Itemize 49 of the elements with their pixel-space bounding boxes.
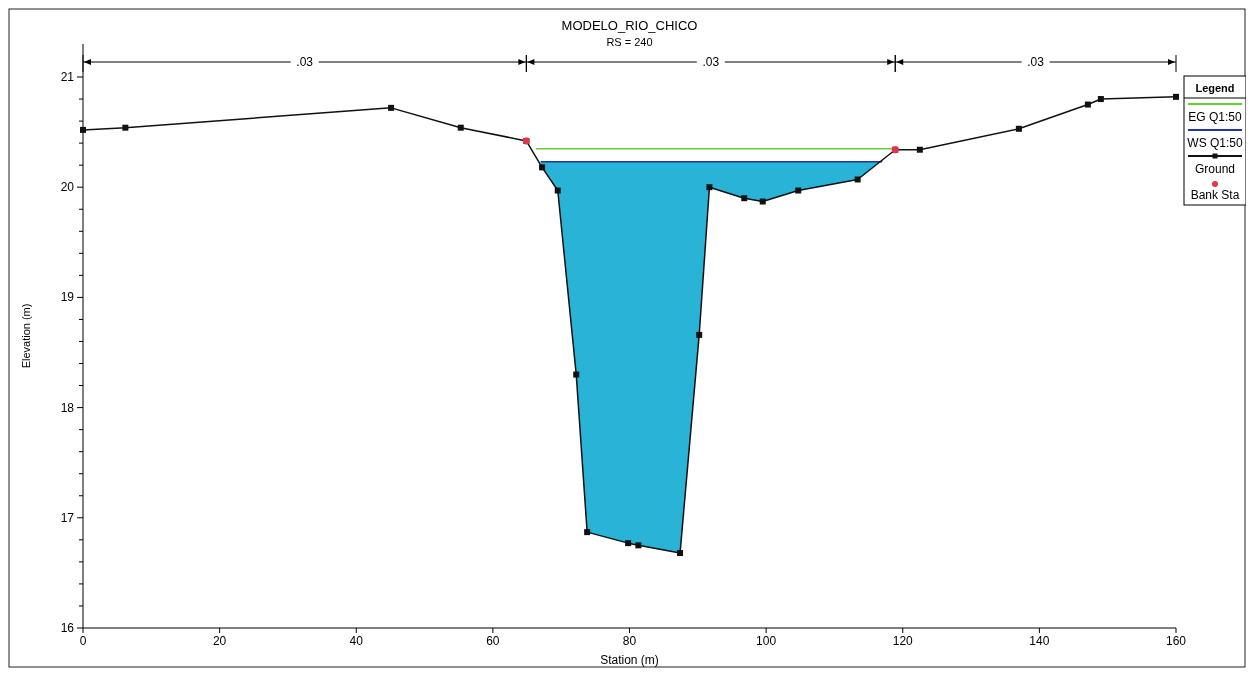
point <box>1173 93 1179 100</box>
legend-label: Ground <box>1194 162 1236 176</box>
chart-subtitle: RS = 240 <box>606 36 653 48</box>
point <box>795 187 802 194</box>
point <box>677 550 684 557</box>
point <box>388 104 395 111</box>
x-tick-label: 120 <box>892 634 914 648</box>
point <box>1084 101 1091 108</box>
x-tick-label: 160 <box>1165 634 1187 648</box>
point <box>635 542 642 549</box>
y-tick-label: 18 <box>60 400 75 415</box>
x-tick-label: 20 <box>212 634 227 648</box>
x-axis-title: Station (m) <box>600 653 659 667</box>
x-tick-label: 100 <box>756 634 777 648</box>
x-tick-label: 60 <box>486 634 500 648</box>
annotation: .03 <box>1027 55 1045 69</box>
point <box>1097 96 1104 103</box>
point <box>539 164 546 171</box>
point <box>741 195 748 202</box>
point <box>457 124 464 131</box>
annotation: .03 <box>702 55 720 69</box>
x-tick-label: 140 <box>1029 634 1050 648</box>
point <box>696 331 703 338</box>
point <box>80 126 86 133</box>
x-tick-label: 80 <box>622 634 637 648</box>
x-tick-label: 0 <box>79 634 87 648</box>
y-tick-label: 21 <box>60 70 75 84</box>
point <box>916 146 923 153</box>
legend-label: WS Q1:50 <box>1187 136 1243 150</box>
point <box>625 540 632 547</box>
point <box>584 529 591 536</box>
legend-label: EG Q1:50 <box>1188 110 1242 124</box>
y-axis-title: Elevation (m) <box>20 303 32 369</box>
point <box>573 371 580 378</box>
point <box>854 176 861 183</box>
legend-title: Legend <box>1195 82 1235 94</box>
point <box>1015 125 1022 132</box>
y-tick-label: 16 <box>60 621 75 635</box>
point <box>122 124 129 131</box>
point <box>554 187 561 194</box>
y-tick-label: 17 <box>60 510 75 525</box>
chart-title: MODELO_RIO_CHICO <box>561 18 698 33</box>
legend-label: Bank Sta <box>1190 188 1240 202</box>
annotation: .03 <box>296 55 314 69</box>
x-tick-label: 40 <box>349 634 364 648</box>
point <box>759 198 766 205</box>
y-tick-label: 20 <box>60 180 75 195</box>
point <box>706 184 713 191</box>
y-tick-label: 19 <box>60 290 75 305</box>
